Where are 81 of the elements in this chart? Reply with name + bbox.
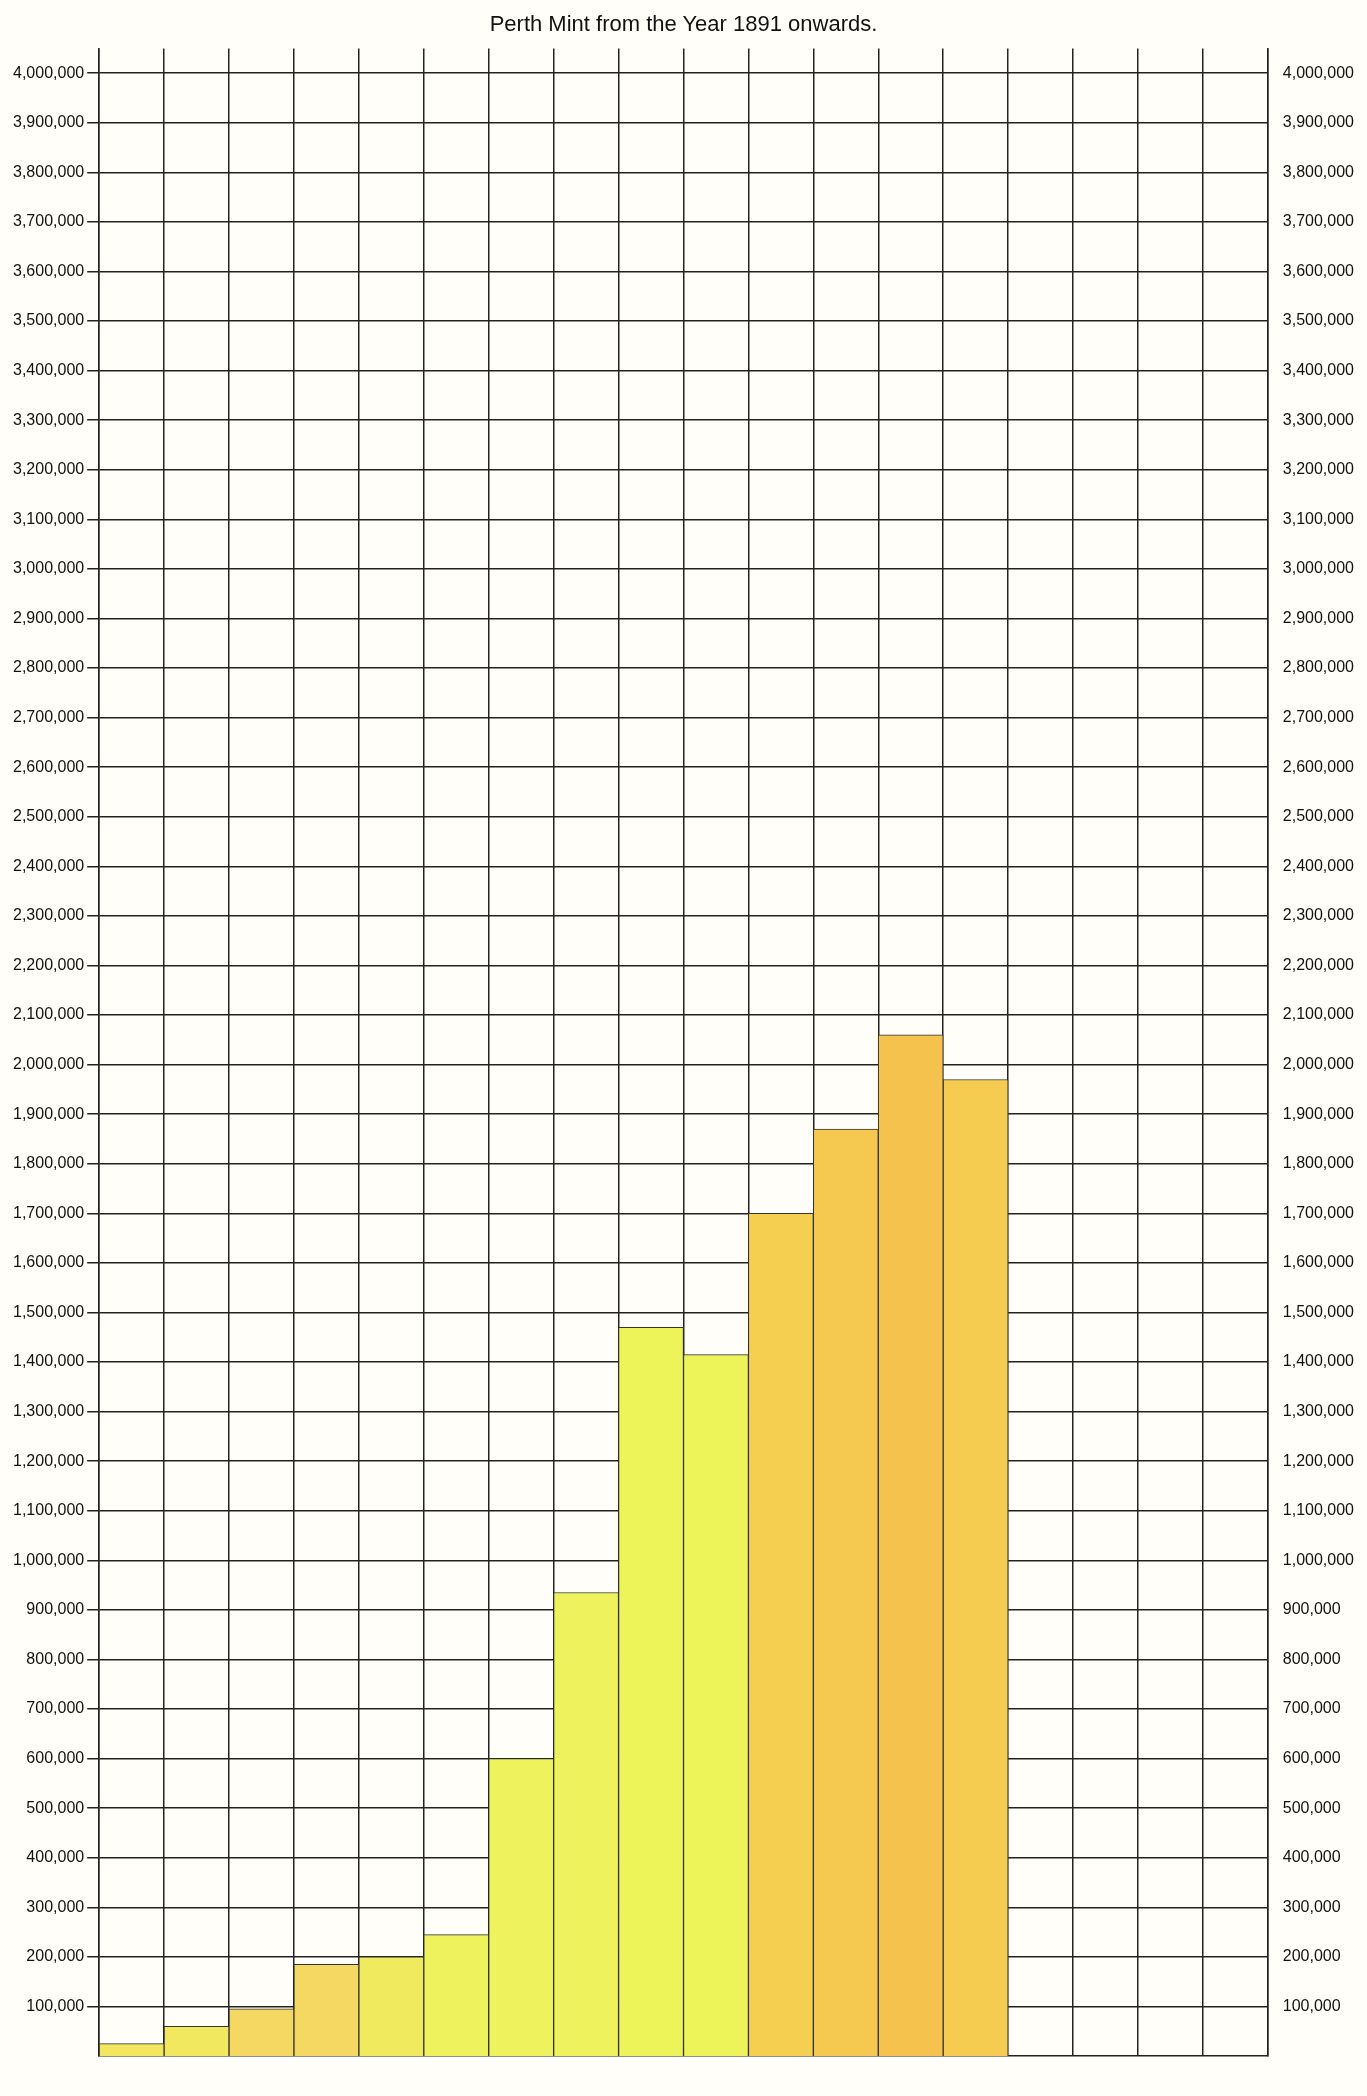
y2-tick-label: 600,000: [1282, 1748, 1341, 1766]
y-tick-label: 400,000: [26, 1848, 85, 1866]
y2-tick-label: 900,000: [1282, 1600, 1341, 1618]
y2-tick-label: 3,700,000: [1282, 212, 1355, 230]
y2-tick-label: 1,500,000: [1282, 1302, 1355, 1320]
y2-tick-label: 2,500,000: [1282, 807, 1355, 825]
y2-tick-label: 3,300,000: [1282, 410, 1355, 428]
y-tick-label: 100,000: [26, 1996, 85, 2014]
y-tick-label: 800,000: [26, 1649, 85, 1667]
y-tick-label: 1,800,000: [12, 1154, 85, 1172]
y-tick-label: 3,500,000: [12, 311, 85, 329]
y2-tick-label: 3,200,000: [1282, 460, 1355, 478]
y-tick-label: 1,400,000: [12, 1352, 85, 1370]
y-tick-label: 3,200,000: [12, 460, 85, 478]
y2-tick-label: 2,000,000: [1282, 1055, 1355, 1072]
y-tick-label: 2,100,000: [12, 1005, 85, 1023]
y-tick-label: 2,500,000: [12, 807, 85, 825]
y-tick-label: 3,000,000: [12, 559, 85, 577]
y-tick-label: 1,000,000: [12, 1550, 85, 1568]
y2-tick-label: 1,100,000: [1282, 1501, 1355, 1519]
y-tick-label: 3,300,000: [12, 410, 85, 428]
y-tick-label: 1,300,000: [12, 1401, 85, 1419]
y-tick-label: 3,600,000: [12, 261, 85, 279]
y2-tick-label: 2,100,000: [1282, 1005, 1355, 1023]
y-tick-label: 3,400,000: [12, 361, 85, 379]
y-tick-label: 1,600,000: [12, 1253, 85, 1271]
y2-tick-label: 3,500,000: [1282, 311, 1355, 329]
y2-tick-label: 1,900,000: [1282, 1104, 1355, 1122]
y-tick-label: 300,000: [26, 1897, 85, 1915]
y2-tick-label: 1,300,000: [1282, 1401, 1355, 1419]
y2-tick-label: 3,400,000: [1282, 361, 1355, 379]
y2-tick-label: 2,200,000: [1282, 955, 1355, 973]
y-tick-label: 200,000: [26, 1947, 85, 1965]
y-tick-label: 1,500,000: [12, 1302, 85, 1320]
y2-tick-label: 300,000: [1282, 1897, 1341, 1915]
y2-tick-label: 200,000: [1282, 1947, 1341, 1965]
y2-tick-label: 2,700,000: [1282, 708, 1355, 726]
y-tick-label: 900,000: [26, 1600, 85, 1618]
y-tick-label: 500,000: [26, 1798, 85, 1816]
y-tick-label: 2,700,000: [12, 708, 85, 726]
y-tick-label: 2,800,000: [12, 658, 85, 676]
y2-tick-label: 2,900,000: [1282, 608, 1355, 626]
y-tick-label: 3,100,000: [12, 509, 85, 527]
y-tick-label: 1,100,000: [12, 1501, 85, 1519]
y2-tick-label: 700,000: [1282, 1699, 1341, 1717]
y2-tick-label: 3,600,000: [1282, 261, 1355, 279]
y-tick-label: 2,900,000: [12, 608, 85, 626]
y-tick-label: 3,700,000: [12, 212, 85, 230]
y-tick-label: 1,200,000: [12, 1451, 85, 1469]
y-tick-label: 1,900,000: [12, 1104, 85, 1122]
y2-tick-label: 3,900,000: [1282, 113, 1355, 131]
y2-tick-label: 100,000: [1282, 1996, 1341, 2014]
y2-tick-label: 800,000: [1282, 1649, 1341, 1667]
y2-tick-label: 1,200,000: [1282, 1451, 1355, 1469]
y2-tick-label: 1,400,000: [1282, 1352, 1355, 1370]
y2-tick-label: 1,800,000: [1282, 1154, 1355, 1172]
y-tick-label: 4,000,000: [12, 63, 85, 81]
y2-tick-label: 500,000: [1282, 1798, 1341, 1816]
y-tick-label: 2,200,000: [12, 955, 85, 973]
y-tick-label: 3,900,000: [12, 113, 85, 131]
y2-tick-label: 1,600,000: [1282, 1253, 1355, 1271]
y-tick-label: 600,000: [26, 1748, 85, 1766]
chart-title: Perth Mint from the Year 1891 onwards.: [489, 11, 878, 37]
y-tick-label: 2,400,000: [12, 856, 85, 874]
y2-tick-label: 3,800,000: [1282, 162, 1355, 180]
y-tick-label: 2,300,000: [12, 906, 85, 924]
y2-tick-label: 2,400,000: [1282, 856, 1355, 874]
y-tick-label: 1,700,000: [12, 1203, 85, 1221]
y2-tick-label: 3,100,000: [1282, 509, 1355, 527]
y2-tick-label: 1,700,000: [1282, 1203, 1355, 1221]
y2-tick-label: 1,000,000: [1282, 1550, 1355, 1568]
y2-tick-label: 2,800,000: [1282, 658, 1355, 676]
y2-tick-label: 2,600,000: [1282, 757, 1355, 775]
y2-tick-label: 2,300,000: [1282, 906, 1355, 924]
y2-tick-label: 400,000: [1282, 1848, 1341, 1866]
y-tick-label: 700,000: [26, 1699, 85, 1717]
y2-tick-label: 3,000,000: [1282, 559, 1355, 577]
y-tick-label: 2,600,000: [12, 757, 85, 775]
y2-tick-label: 4,000,000: [1282, 63, 1355, 81]
y-tick-label: 2,000,000: [12, 1055, 85, 1072]
y-tick-label: 3,800,000: [12, 162, 85, 180]
